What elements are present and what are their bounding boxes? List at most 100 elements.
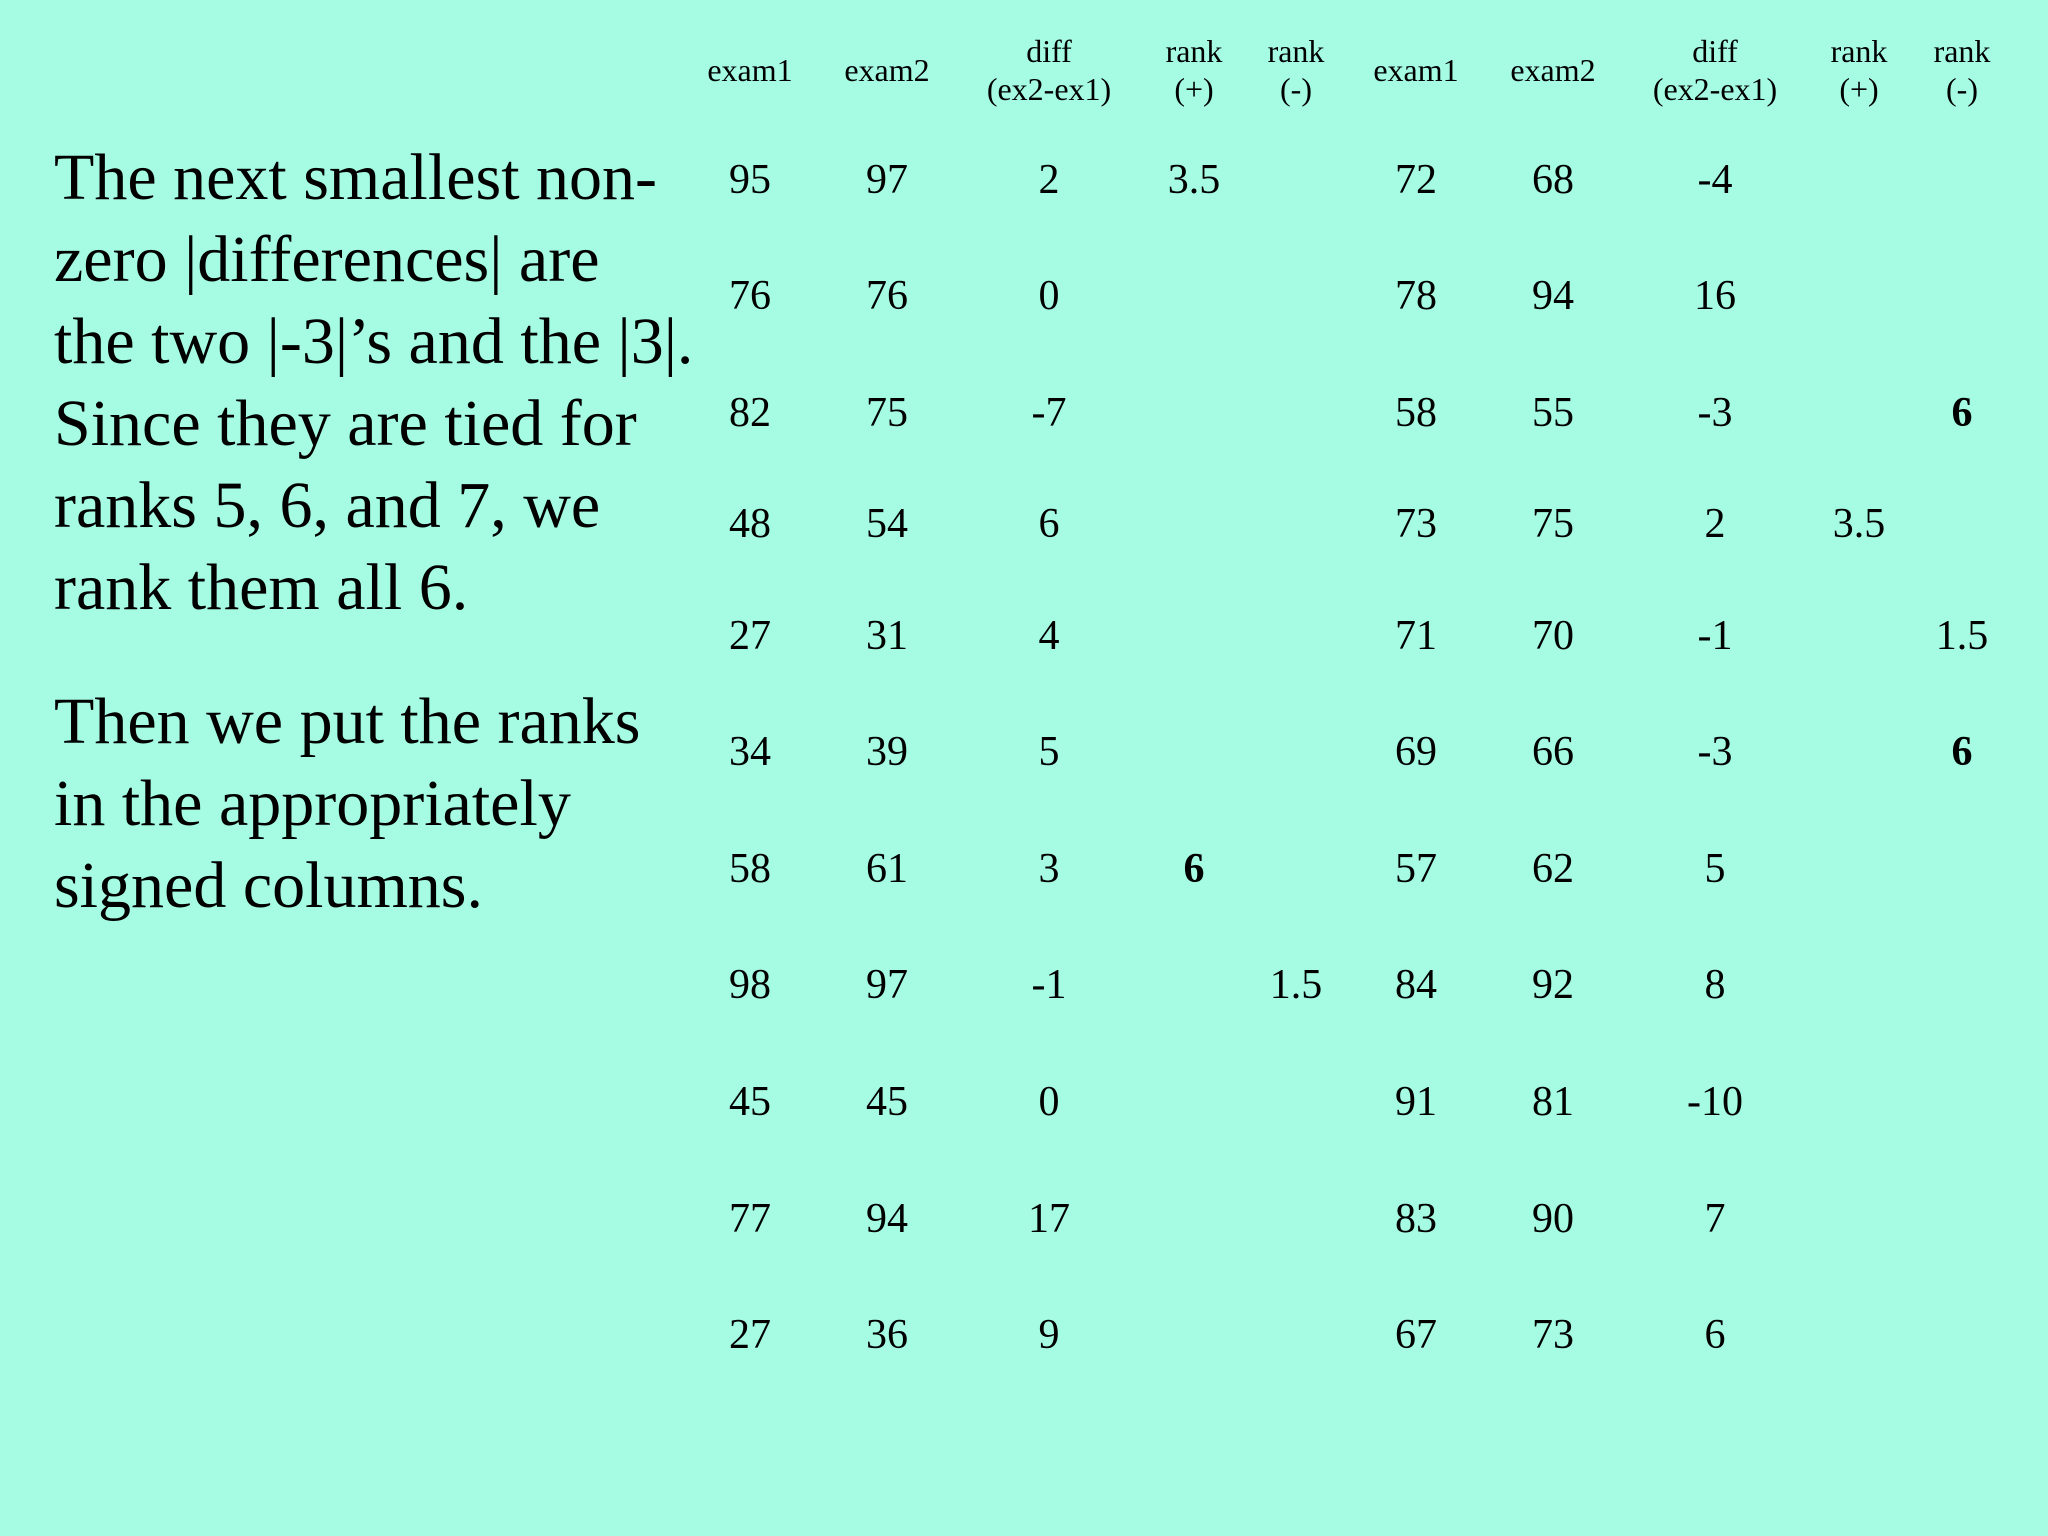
column-header-line: diff	[1692, 33, 1738, 69]
table-cell-diff: 17	[1028, 1196, 1070, 1242]
table-cell-diff: -1	[1031, 962, 1067, 1008]
table-cell-exam1: 98	[729, 962, 771, 1008]
table-cell-exam2: 81	[1532, 1079, 1574, 1125]
table-cell-diff: -4	[1697, 157, 1733, 203]
table-cell-rank-minus: 6	[1951, 729, 1973, 775]
table-cell-exam1: 72	[1395, 157, 1437, 203]
table-cell-exam1: 57	[1395, 846, 1437, 892]
column-header-line: diff	[1026, 33, 1072, 69]
table-cell-exam2: 75	[1532, 501, 1574, 547]
column-header-line: rank	[1267, 33, 1325, 69]
column-header-line: exam2	[844, 52, 930, 88]
table-cell-exam2: 94	[866, 1196, 908, 1242]
table-cell-diff: -3	[1697, 729, 1733, 775]
table-cell-exam1: 58	[729, 846, 771, 892]
table-cell-exam2: 55	[1532, 390, 1574, 436]
column-header-exam1-left: exam1	[707, 30, 792, 110]
table-cell-exam1: 48	[729, 501, 771, 547]
explanation-paragraph-2: Then we put the ranks in the appropriate…	[54, 685, 641, 922]
table-cell-exam1: 27	[729, 613, 771, 659]
column-header-line: rank	[1165, 33, 1223, 69]
column-header-line: (-)	[1280, 71, 1312, 107]
column-header-exam1-right: exam1	[1373, 30, 1458, 110]
table-cell-exam1: 91	[1395, 1079, 1437, 1125]
table-cell-exam2: 54	[866, 501, 908, 547]
table-cell-rank-minus: 1.5	[1935, 613, 1989, 659]
column-header-line: (-)	[1946, 71, 1978, 107]
table-cell-exam1: 83	[1395, 1196, 1437, 1242]
table-cell-exam1: 82	[729, 390, 771, 436]
table-cell-diff: 8	[1704, 962, 1726, 1008]
column-header-line: rank	[1933, 33, 1991, 69]
table-cell-exam2: 45	[866, 1079, 908, 1125]
table-cell-exam1: 67	[1395, 1312, 1437, 1358]
column-header-line: rank	[1830, 33, 1888, 69]
column-header-rank-plus-left: rank (+)	[1166, 30, 1223, 110]
column-header-line: exam1	[1373, 52, 1459, 88]
table-cell-diff: 5	[1704, 846, 1726, 892]
table-cell-exam1: 84	[1395, 962, 1437, 1008]
table-cell-diff: 0	[1038, 1079, 1060, 1125]
table-cell-exam2: 39	[866, 729, 908, 775]
table-cell-rank-minus: 6	[1951, 390, 1973, 436]
column-header-line: exam1	[707, 52, 793, 88]
table-cell-rank-plus: 3.5	[1832, 501, 1886, 547]
table-cell-exam2: 31	[866, 613, 908, 659]
table-cell-diff: 16	[1694, 273, 1736, 319]
table-cell-exam2: 92	[1532, 962, 1574, 1008]
column-header-exam2-right: exam2	[1510, 30, 1595, 110]
table-cell-exam2: 97	[866, 962, 908, 1008]
column-header-exam2-left: exam2	[844, 30, 929, 110]
column-header-diff-right: diff (ex2-ex1)	[1653, 30, 1777, 110]
table-cell-exam2: 61	[866, 846, 908, 892]
table-cell-diff: 6	[1038, 501, 1060, 547]
table-cell-rank-plus: 3.5	[1167, 157, 1221, 203]
table-cell-exam2: 75	[866, 390, 908, 436]
column-header-line: (+)	[1839, 71, 1879, 107]
table-cell-exam2: 68	[1532, 157, 1574, 203]
table-cell-diff: 7	[1704, 1196, 1726, 1242]
table-cell-exam1: 77	[729, 1196, 771, 1242]
table-cell-diff: 0	[1038, 273, 1060, 319]
table-cell-exam1: 69	[1395, 729, 1437, 775]
column-header-rank-minus-right: rank (-)	[1934, 30, 1991, 110]
table-cell-exam2: 94	[1532, 273, 1574, 319]
table-cell-exam1: 58	[1395, 390, 1437, 436]
table-cell-rank-plus: 6	[1183, 846, 1205, 892]
table-cell-diff: -7	[1031, 390, 1067, 436]
table-cell-diff: -3	[1697, 390, 1733, 436]
table-cell-exam2: 66	[1532, 729, 1574, 775]
table-cell-exam1: 45	[729, 1079, 771, 1125]
table-cell-diff: 6	[1704, 1312, 1726, 1358]
table-cell-diff: 4	[1038, 613, 1060, 659]
table-cell-exam1: 71	[1395, 613, 1437, 659]
table-cell-rank-minus: 1.5	[1269, 962, 1323, 1008]
table-cell-diff: -1	[1697, 613, 1733, 659]
table-cell-diff: 5	[1038, 729, 1060, 775]
explanation-text: The next smallest non-zero |differences|…	[54, 137, 694, 927]
column-header-line: exam2	[1510, 52, 1596, 88]
column-header-line: (ex2-ex1)	[986, 71, 1112, 107]
table-cell-exam1: 78	[1395, 273, 1437, 319]
table-cell-exam1: 95	[729, 157, 771, 203]
column-header-line: (ex2-ex1)	[1652, 71, 1778, 107]
column-header-diff-left: diff (ex2-ex1)	[987, 30, 1111, 110]
table-cell-exam1: 34	[729, 729, 771, 775]
column-header-rank-minus-left: rank (-)	[1268, 30, 1325, 110]
table-cell-exam2: 97	[866, 157, 908, 203]
table-cell-diff: 9	[1038, 1312, 1060, 1358]
table-cell-exam1: 27	[729, 1312, 771, 1358]
table-cell-diff: 2	[1038, 157, 1060, 203]
table-cell-exam1: 76	[729, 273, 771, 319]
table-cell-diff: 3	[1038, 846, 1060, 892]
table-cell-exam2: 36	[866, 1312, 908, 1358]
table-cell-exam2: 62	[1532, 846, 1574, 892]
table-cell-exam2: 70	[1532, 613, 1574, 659]
explanation-paragraph-1: The next smallest non-zero |differences|…	[54, 141, 694, 624]
column-header-line: (+)	[1174, 71, 1214, 107]
table-cell-exam2: 90	[1532, 1196, 1574, 1242]
table-cell-exam1: 73	[1395, 501, 1437, 547]
table-cell-diff: -10	[1687, 1079, 1743, 1125]
table-cell-diff: 2	[1704, 501, 1726, 547]
table-cell-exam2: 76	[866, 273, 908, 319]
